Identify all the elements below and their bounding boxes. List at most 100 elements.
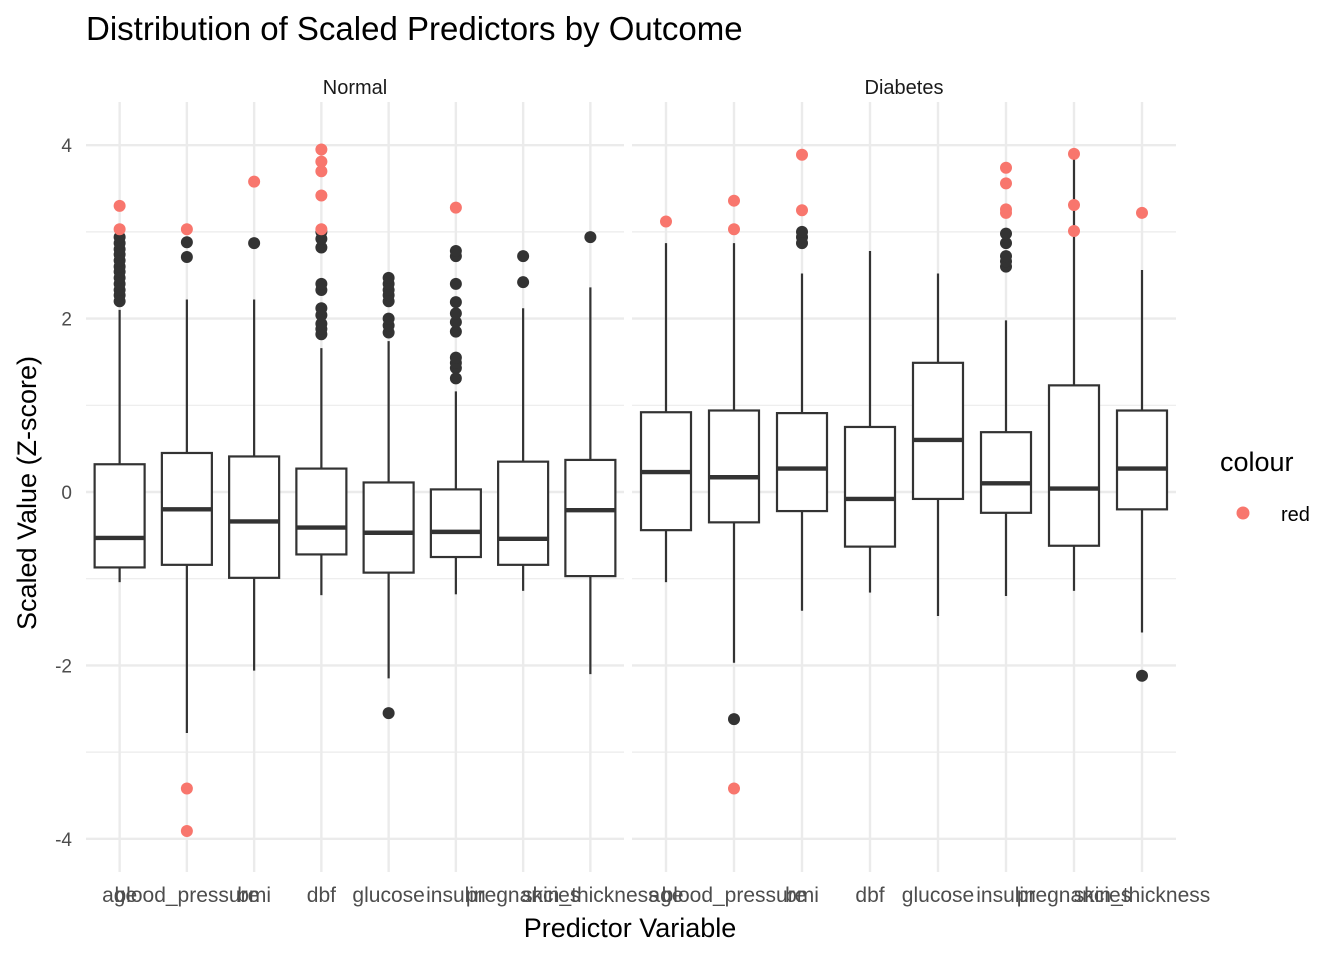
outlier-point [449, 277, 462, 290]
highlight-point [1068, 199, 1080, 212]
outlier-point [382, 707, 395, 720]
box-iqr [228, 455, 281, 579]
x-tick-label-insulin: insulin [426, 884, 486, 907]
outlier-point [315, 241, 328, 254]
box-dbf [295, 143, 348, 596]
outlier-point [180, 251, 193, 264]
y-tick-label: -4 [55, 830, 72, 851]
highlight-point [180, 223, 193, 236]
x-tick-label-dbf: dbf [855, 884, 884, 907]
legend-key-red [1236, 506, 1250, 520]
x-tick-label-insulin: insulin [976, 884, 1036, 907]
box-pregnancies [1047, 147, 1101, 591]
y-axis-title: Scaled Value (Z-score) [12, 356, 42, 630]
outlier-point [382, 271, 395, 284]
highlight-point [728, 782, 740, 795]
box-iqr [497, 460, 550, 566]
highlight-point [180, 824, 193, 837]
highlight-point [1136, 206, 1148, 219]
outlier-point [1000, 227, 1012, 240]
highlight-point [113, 223, 126, 236]
highlight-point [315, 143, 328, 156]
x-tick-label-glucose: glucose [902, 884, 974, 907]
highlight-point [1000, 161, 1012, 174]
box-iqr [429, 488, 482, 559]
box-iqr [564, 458, 617, 578]
highlight-point [796, 204, 808, 217]
outlier-point [449, 325, 462, 338]
x-tick-label-blood_pressure: blood_pressure [662, 884, 807, 907]
outlier-point [1000, 250, 1012, 263]
outlier-point [728, 713, 740, 726]
facet-strip-label: Diabetes [865, 77, 944, 99]
highlight-point [1068, 147, 1080, 160]
box-age [93, 199, 146, 583]
outlier-point [584, 231, 597, 244]
outlier-point [517, 250, 530, 263]
x-tick-label-bmi: bmi [785, 884, 819, 907]
x-tick-label-dbf: dbf [307, 884, 336, 907]
highlight-point [728, 223, 740, 236]
x-tick-label-age: age [102, 884, 137, 907]
outlier-point [315, 317, 328, 330]
box-bmi [775, 148, 829, 611]
highlight-point [180, 782, 193, 795]
highlight-point [315, 223, 328, 236]
legend-label-red: red [1281, 504, 1310, 526]
box-iqr [707, 409, 761, 524]
box-iqr [295, 467, 348, 556]
highlight-point [315, 165, 328, 178]
legend: colour red [1220, 447, 1310, 526]
box-iqr [911, 361, 965, 501]
box-insulin [979, 161, 1033, 597]
chart-title: Distribution of Scaled Predictors by Out… [86, 10, 743, 47]
x-tick-label-glucose: glucose [352, 884, 424, 907]
y-tick-label: 4 [61, 136, 72, 157]
x-tick-label-pregnancies: pregnancies [1017, 884, 1131, 907]
box-skin_thickness [564, 231, 617, 675]
box-iqr [1115, 409, 1169, 511]
box-glucose [362, 271, 415, 720]
x-tick-label-age: age [648, 884, 683, 907]
highlight-point [796, 148, 808, 161]
highlight-point [315, 155, 328, 168]
y-axis: 4 2 0 -2 -4 [55, 136, 72, 851]
highlight-point [660, 215, 672, 228]
legend-title: colour [1220, 447, 1294, 477]
x-tick-label-blood_pressure: blood_pressure [114, 884, 259, 907]
outlier-point [449, 372, 462, 385]
box-blood_pressure [160, 223, 213, 837]
outlier-point [315, 302, 328, 315]
highlight-point [113, 199, 126, 212]
outlier-point [180, 236, 193, 249]
box-age [639, 215, 693, 583]
box-iqr [775, 412, 829, 513]
box-dbf [843, 250, 897, 593]
outlier-point [449, 296, 462, 309]
outlier-point [449, 244, 462, 257]
highlight-point [1000, 177, 1012, 190]
y-tick-label: 0 [61, 483, 72, 504]
x-axis-title: Predictor Variable [524, 913, 737, 943]
highlight-point [1000, 206, 1012, 219]
highlight-point [248, 175, 261, 188]
box-skin_thickness [1115, 206, 1169, 682]
highlight-point [1068, 225, 1080, 238]
outlier-point [382, 312, 395, 325]
box-glucose [911, 273, 965, 616]
box-iqr [362, 481, 415, 574]
highlight-point [315, 189, 328, 202]
box-iqr [1047, 384, 1101, 547]
box-iqr [843, 425, 897, 548]
box-insulin [429, 201, 482, 595]
facet-strip-label: Normal [323, 77, 387, 99]
box-bmi [228, 175, 281, 671]
x-tick-label-skin_thickness: skin_thickness [522, 884, 659, 907]
y-tick-label: -2 [55, 656, 72, 677]
x-tick-label-skin_thickness: skin_thickness [1074, 884, 1211, 907]
outlier-point [315, 277, 328, 290]
